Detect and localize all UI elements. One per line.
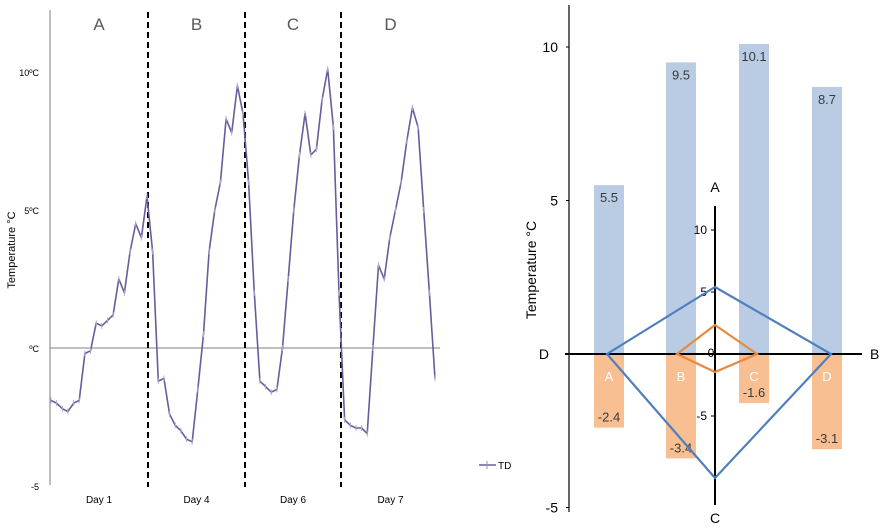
radar-tick-label: 10 <box>694 223 708 237</box>
period-label: C <box>287 15 299 34</box>
radar-axis-label: A <box>710 179 720 195</box>
bar-max <box>666 62 696 354</box>
td-series <box>50 66 436 445</box>
period-label: A <box>93 15 105 34</box>
left-y-tick-label: ºC <box>29 344 39 354</box>
period-label: B <box>191 15 202 34</box>
period-dividers <box>147 12 342 487</box>
radar-difference-polygon <box>674 323 760 374</box>
radar-amplitude-polygon <box>605 285 833 480</box>
radar-axis-label: B <box>870 346 879 362</box>
bar-min <box>666 354 696 459</box>
bar-max <box>739 43 769 355</box>
right-y-tick-label: 10 <box>542 39 558 55</box>
radar-tick-label: 5 <box>700 285 707 299</box>
bar-min-label: -1.6 <box>743 385 765 400</box>
radar-zero-label: 0 <box>708 346 715 360</box>
left-y-tick-label: -5 <box>31 482 39 492</box>
bar-category-label: D <box>822 369 831 384</box>
period-labels: A B C D <box>93 15 396 34</box>
bar-category-label: B <box>677 369 686 384</box>
right-y-tick-label: -5 <box>546 500 559 516</box>
left-y-tick-label: 5ºC <box>24 206 39 216</box>
radar-overlay: 10 5 -5 0 A B C D <box>539 179 879 526</box>
bar-max <box>812 86 842 354</box>
bar-min-label: -3.1 <box>816 431 838 446</box>
left-y-tick-label: 10ºC <box>19 68 39 78</box>
bar-category-label: A <box>605 369 614 384</box>
radar-tick-label: -5 <box>696 409 707 423</box>
left-y-axis-label: Temperature °C <box>6 211 18 288</box>
left-y-tick-labels: 10ºC 5ºC ºC -5 <box>19 68 39 492</box>
bar-max-label: 10.1 <box>741 49 766 64</box>
day-labels: Day 1 Day 4 Day 6 Day 7 <box>86 495 404 506</box>
day-label: Day 7 <box>377 495 404 506</box>
radar-ticks: 10 5 -5 0 <box>694 223 727 423</box>
right-y-tick-label: 5 <box>550 193 558 209</box>
right-y-tick-labels: 10 5 -5 <box>542 39 569 516</box>
day-label: Day 6 <box>280 495 307 506</box>
legend-td-label: TD <box>498 461 511 472</box>
legend: TD <box>479 461 511 472</box>
period-label: D <box>384 15 396 34</box>
bar-max-label: 5.5 <box>600 190 618 205</box>
right-y-axis-label: Temperature °C <box>523 221 539 319</box>
radar-axis-label: C <box>710 510 720 526</box>
radar-axis-label: D <box>539 346 549 362</box>
day-label: Day 4 <box>183 495 210 506</box>
bar-min <box>739 354 769 404</box>
td-line <box>50 68 436 443</box>
day-label: Day 1 <box>86 495 113 506</box>
bar-max-label: 9.5 <box>672 67 690 82</box>
bar-max <box>594 185 624 354</box>
bar-category-label: C <box>749 369 758 384</box>
bar-min-label: -2.4 <box>598 410 620 425</box>
radar-axis-labels: A B C D <box>539 179 879 526</box>
bar-max-label: 8.7 <box>818 92 836 107</box>
